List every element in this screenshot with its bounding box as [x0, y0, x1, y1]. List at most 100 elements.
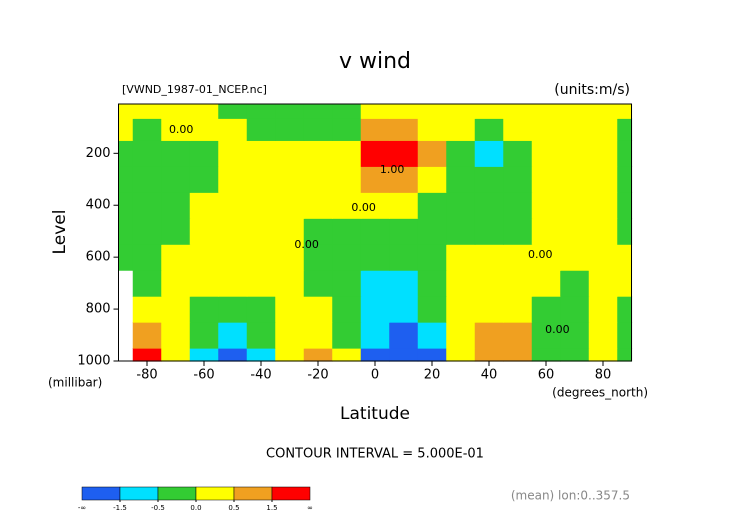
field-cell	[588, 104, 618, 119]
field-cell	[446, 348, 476, 362]
field-cell	[531, 322, 561, 349]
field-cell	[218, 348, 248, 362]
field-cell	[417, 104, 447, 119]
field-cell	[531, 270, 561, 297]
x-tick-label: 20	[424, 368, 441, 383]
field-cell	[588, 244, 618, 271]
field-cell	[275, 118, 305, 141]
field-cell	[360, 104, 390, 119]
field-cell	[161, 166, 191, 193]
field-cell	[246, 270, 276, 297]
colorbar-end-label: -∞	[78, 504, 86, 512]
field-cell	[417, 322, 447, 349]
colorbar-swatch	[119, 486, 159, 501]
field-cell	[246, 348, 276, 362]
field-cell	[332, 348, 362, 362]
field-cell	[617, 348, 633, 362]
y-axis-label: Level	[50, 210, 70, 255]
x-tick-label: -20	[307, 368, 328, 383]
field-cell	[360, 140, 390, 167]
field-cell	[118, 244, 134, 271]
field-cell	[332, 244, 362, 271]
field-cell	[275, 296, 305, 323]
field-cell	[360, 218, 390, 245]
field-cell	[189, 348, 219, 362]
field-cell	[161, 244, 191, 271]
contour-label: 0.00	[545, 323, 570, 336]
field-cell	[218, 270, 248, 297]
field-cell	[189, 218, 219, 245]
field-cell	[588, 322, 618, 349]
field-cell	[360, 348, 390, 362]
x-tick-label: 60	[538, 368, 555, 383]
field-cell	[161, 348, 191, 362]
field-cell	[417, 218, 447, 245]
field-cell	[588, 296, 618, 323]
field-cell	[389, 322, 419, 349]
field-cell	[332, 218, 362, 245]
field-cell	[588, 118, 618, 141]
field-cell	[303, 270, 333, 297]
field-cell	[161, 322, 191, 349]
field-cell	[161, 140, 191, 167]
field-cell	[474, 192, 504, 219]
field-cell	[417, 270, 447, 297]
field-cell	[474, 244, 504, 271]
field-cell	[118, 218, 134, 245]
field-cell	[503, 348, 533, 362]
field-cell	[303, 244, 333, 271]
field-cell	[503, 104, 533, 119]
field-cell	[360, 322, 390, 349]
colorbar-label: 1.5	[266, 504, 277, 512]
field-cell	[303, 322, 333, 349]
subtitle: [VWND_1987-01_NCEP.nc]	[122, 83, 267, 96]
field-cell	[132, 322, 162, 349]
field-cell	[246, 140, 276, 167]
field-cell	[617, 322, 633, 349]
colorbar-swatch	[233, 486, 273, 501]
field-cell	[118, 118, 134, 141]
field-cell	[332, 166, 362, 193]
field-cell	[360, 192, 390, 219]
field-cell	[218, 104, 248, 119]
field-cell	[132, 296, 162, 323]
field-cell	[531, 244, 561, 271]
x-tick-label: -60	[193, 368, 214, 383]
field-cell	[332, 192, 362, 219]
contour-label: 1.00	[380, 163, 405, 176]
field-cell	[417, 244, 447, 271]
field-cell	[303, 348, 333, 362]
x-tick-label: 40	[481, 368, 498, 383]
field-cell	[218, 140, 248, 167]
field-cell	[503, 244, 533, 271]
field-cell	[446, 104, 476, 119]
field-cell	[417, 296, 447, 323]
field-cell	[246, 322, 276, 349]
field-cell	[360, 296, 390, 323]
contour-label: 0.00	[351, 201, 376, 214]
field-cell	[503, 192, 533, 219]
y-tick-label: 400	[86, 198, 111, 213]
field-cell	[560, 296, 590, 323]
field-cell	[417, 140, 447, 167]
field-cell	[474, 218, 504, 245]
field-cell	[446, 296, 476, 323]
field-cell	[560, 140, 590, 167]
field-cell	[531, 296, 561, 323]
field-cell	[360, 244, 390, 271]
field-cell	[360, 270, 390, 297]
field-cell	[560, 104, 590, 119]
field-cell	[189, 244, 219, 271]
field-cell	[617, 192, 633, 219]
footnote: (mean) lon:0..357.5	[511, 489, 630, 503]
field-cell	[560, 218, 590, 245]
field-cell	[531, 348, 561, 362]
field-cell	[303, 296, 333, 323]
field-cell	[218, 118, 248, 141]
field-cell	[389, 140, 419, 167]
field-cell	[189, 140, 219, 167]
field-cell	[560, 348, 590, 362]
field-cell	[560, 118, 590, 141]
